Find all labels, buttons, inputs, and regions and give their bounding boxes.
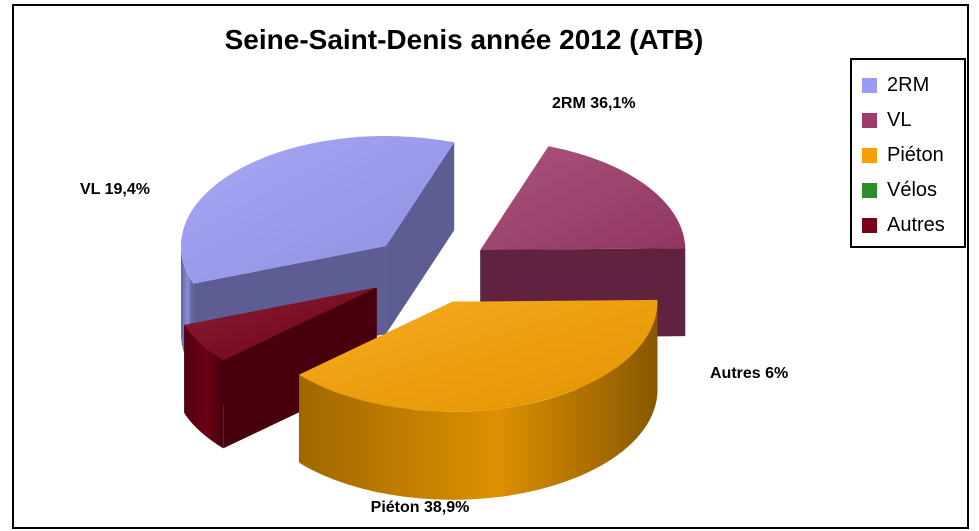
legend: 2RM VL Piéton Vélos Autres (850, 58, 966, 248)
legend-swatch-velos (862, 183, 877, 198)
legend-label-pieton: Piéton (887, 144, 944, 166)
legend-swatch-autres (862, 218, 877, 233)
legend-item-pieton: Piéton (862, 138, 964, 173)
slice-label-autres: Autres 6% (710, 365, 788, 382)
pie-slice-pieton (298, 299, 658, 500)
legend-item-velos: Vélos (862, 173, 964, 208)
slice-label-pieton: Piéton 38,9% (371, 499, 470, 516)
legend-item-autres: Autres (862, 208, 964, 243)
legend-label-vl: VL (887, 109, 912, 131)
slice-label-2rm: 2RM 36,1% (552, 95, 636, 112)
legend-swatch-2rm (862, 78, 877, 93)
chart-title: Seine-Saint-Denis année 2012 (ATB) (224, 24, 704, 55)
legend-label-2rm: 2RM (887, 74, 930, 96)
pie-slice-autres (184, 287, 377, 449)
legend-label-velos: Vélos (887, 179, 938, 201)
legend-label-autres: Autres (887, 214, 945, 236)
legend-item-vl: VL (862, 103, 964, 138)
legend-swatch-pieton (862, 148, 877, 163)
slice-label-vl: VL 19,4% (80, 181, 150, 198)
legend-item-2rm: 2RM (862, 68, 964, 103)
legend-swatch-vl (862, 113, 877, 128)
